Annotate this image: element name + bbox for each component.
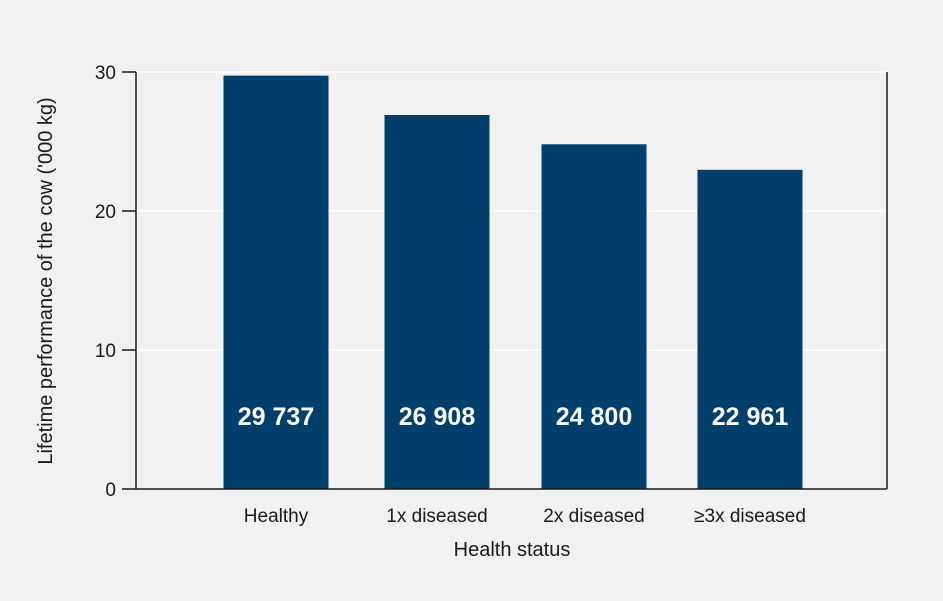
bar [223, 75, 329, 489]
y-tick-label: 0 [105, 480, 116, 501]
axes [135, 72, 888, 490]
bar [541, 144, 647, 489]
data-labels: 29 737 26 908 24 800 22 961 [238, 403, 789, 431]
bar [384, 114, 490, 490]
y-tick-labels: 0 10 20 30 [95, 63, 136, 501]
data-label: 24 800 [556, 403, 632, 431]
bar [697, 169, 803, 489]
y-tick-label: 10 [95, 341, 116, 362]
data-label: 29 737 [238, 403, 314, 431]
x-tick-label: Healthy [244, 506, 309, 527]
data-label: 22 961 [712, 403, 789, 431]
x-tick-labels: Healthy 1x diseased 2x diseased ≥3x disease… [244, 506, 806, 527]
x-axis-title: Health status [454, 539, 571, 561]
y-axis-title: Lifetime performance of the cow ('000 kg… [35, 97, 57, 464]
x-tick-label: ≥3x diseased [694, 506, 806, 527]
x-tick-label: 1x diseased [386, 506, 487, 527]
y-tick-label: 20 [95, 202, 116, 223]
y-tick-label: 30 [95, 63, 116, 84]
bars [223, 75, 803, 490]
x-tick-label: 2x diseased [543, 506, 644, 527]
data-label: 26 908 [399, 403, 476, 431]
